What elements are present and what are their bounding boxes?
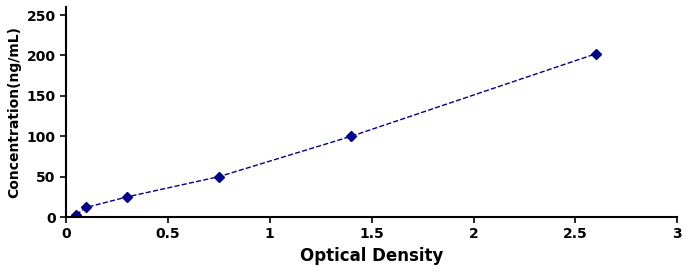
X-axis label: Optical Density: Optical Density [300, 247, 443, 265]
Y-axis label: Concentration(ng/mL): Concentration(ng/mL) [7, 26, 21, 198]
